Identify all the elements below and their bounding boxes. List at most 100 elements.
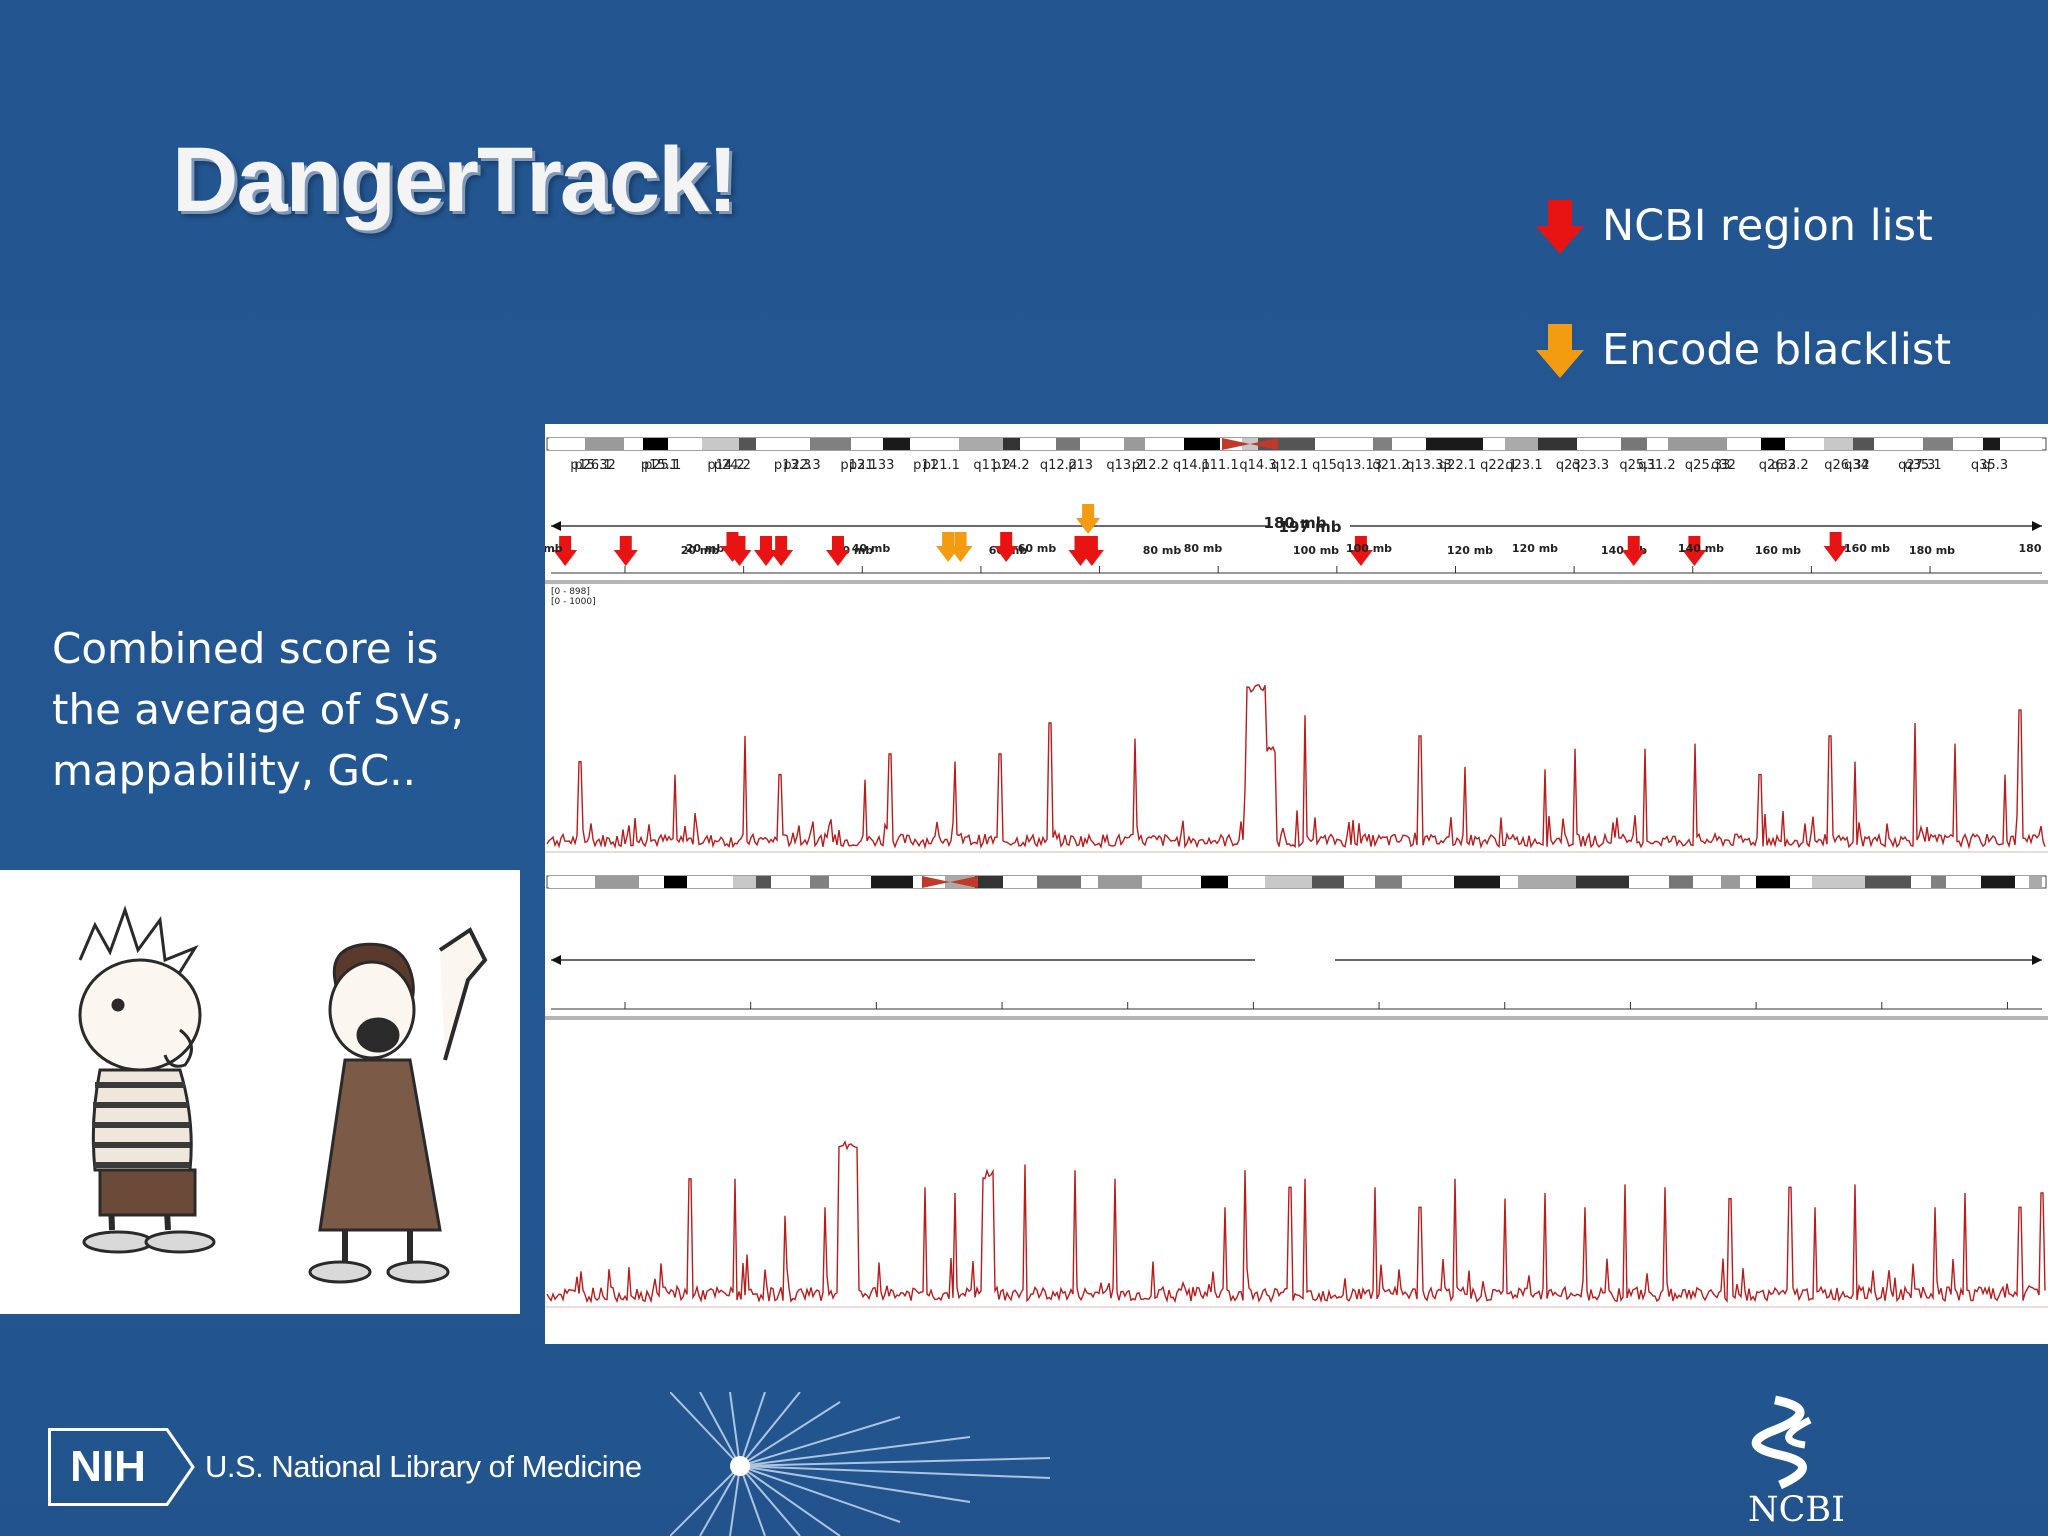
track-range-label: [0 - 898]: [551, 587, 590, 597]
igv-genome-browser: p26.1 p25.1 p24.2 p22.3 p21.33 p21.1 p14.2 p13 p…: [545, 424, 2048, 1344]
chromosome-length: 197 mb: [1279, 518, 1342, 536]
legend-encode-label: Encode blacklist: [1602, 325, 1952, 375]
ruler-tick-label: 160 mb: [1844, 542, 1890, 555]
igv-tracks: p26.1 p25.1 p24.2 p22.3 p21.33 p21.1 p14.2 p13 p…: [545, 437, 2048, 1308]
combined-score-track: [546, 1140, 2046, 1304]
slide-title: DangerTrack!: [172, 129, 738, 231]
band-label: q14.1: [1173, 458, 1210, 473]
centromere-icon: [922, 876, 978, 888]
ruler-tick-label: 20 mb: [686, 542, 725, 555]
band-label: p11.1: [1201, 458, 1238, 473]
band-label: q26.32: [1824, 458, 1869, 473]
ncbi-region-mark: [1621, 536, 1646, 566]
ncbi-region-mark: [1823, 532, 1848, 562]
band-label: p21.33: [849, 458, 894, 473]
ncbi-region-mark: [1682, 536, 1707, 566]
band-label: q13.13: [1337, 458, 1382, 473]
ncbi-region-mark: [753, 536, 778, 566]
band-label: q25.33: [1685, 458, 1730, 473]
centromere-icon: [1222, 438, 1278, 450]
band-label: q: [1982, 458, 1990, 473]
ncbi-region-mark: [1348, 536, 1373, 566]
band-label: q13.2: [1106, 458, 1143, 473]
ncbi-label: NCBI: [1748, 1490, 1845, 1530]
ncbi-helix-icon: [1751, 1395, 1812, 1490]
band-label: q33.2: [1771, 458, 1808, 473]
orange-arrow-icon: [1536, 324, 1584, 378]
band-label: p24.2: [714, 458, 751, 473]
nih-logo-box: NIH: [48, 1428, 195, 1506]
encode-blacklist-mark: [1076, 504, 1101, 534]
ruler-tick-label: 100 mb: [1346, 542, 1392, 555]
band-label: p21.1: [923, 458, 960, 473]
band-label: q31.2: [1638, 458, 1675, 473]
ncbi-region-mark: [1079, 536, 1104, 566]
ruler-tick-label: 180 mb: [1909, 544, 1955, 557]
legend-ncbi-label: NCBI region list: [1602, 201, 1933, 251]
ideogram-2: [546, 875, 2047, 889]
band-label: q26.2: [1759, 458, 1796, 473]
nih-chevron-icon: [165, 1428, 195, 1506]
band-label: p12.2: [1132, 458, 1169, 473]
ruler-tick-label: 100 mb: [1293, 544, 1339, 557]
band-label: p26.1: [574, 458, 611, 473]
band-label: q12.1: [1271, 458, 1308, 473]
band-label: p11: [913, 458, 938, 473]
band-label: q25.1: [1619, 458, 1656, 473]
igv-panel-1: [545, 437, 2048, 853]
cartoon-image: [0, 870, 520, 1314]
band-label: q32: [1711, 458, 1736, 473]
band-label: q13.33: [1406, 458, 1451, 473]
body-text: Combined score is the average of SVs, ma…: [52, 618, 522, 801]
ruler-tick-label: 80 mb: [1184, 542, 1223, 555]
cartoon-illustration: [78, 905, 488, 1284]
ruler-tick-label: 180: [2019, 542, 2042, 555]
body-line-3: mappability, GC..: [52, 746, 416, 795]
ncbi-region-mark: [769, 536, 794, 566]
band-label: q35.3: [1971, 458, 2008, 473]
nlm-name: U.S. National Library of Medicine: [205, 1449, 642, 1484]
band-label: p15.32: [570, 458, 615, 473]
track-range-label: [0 - 1000]: [551, 597, 596, 607]
ncbi-region-mark: [994, 532, 1019, 562]
band-label: q11.2: [973, 458, 1010, 473]
band-label: p14.2: [992, 458, 1029, 473]
band-label: q15: [1312, 458, 1337, 473]
ruler-tick-label: 80 mb: [1143, 544, 1182, 557]
cartoon-girl: [308, 927, 488, 1284]
cartoon-boy: [78, 905, 216, 1254]
band-label: q34: [1844, 458, 1869, 473]
ruler-tick-label: 140 mb: [1678, 542, 1724, 555]
band-label: p13.3: [774, 458, 811, 473]
encode-blacklist-mark: [948, 532, 973, 562]
chromosome-length: 180 mb: [1264, 514, 1327, 532]
body-line-2: the average of SVs,: [52, 685, 465, 734]
ncbi-region-mark: [553, 536, 578, 566]
ruler-tick-label: mb: [545, 542, 563, 555]
ruler-tick-label: 40 mb: [852, 542, 891, 555]
band-label: p15.1: [641, 458, 678, 473]
band-label: q35.1: [1904, 458, 1941, 473]
ncbi-region-mark: [720, 532, 745, 562]
band-label: q23.3: [1572, 458, 1609, 473]
ncbi-region-mark: [825, 536, 850, 566]
band-label: p13: [1068, 458, 1093, 473]
legend-ncbi-region: NCBI region list: [1532, 196, 1933, 256]
band-label: p25.1: [644, 458, 681, 473]
band-label: q12.2: [1040, 458, 1077, 473]
combined-score-track: [546, 684, 2046, 850]
encode-blacklist-mark: [936, 532, 961, 562]
nlm-logo: NIH U.S. National Library of Medicine: [48, 1428, 642, 1506]
ncbi-region-mark: [613, 536, 638, 566]
band-label: q22.1: [1480, 458, 1517, 473]
ideogram-1: [546, 437, 2047, 451]
band-label: q23: [1556, 458, 1581, 473]
ruler-tick-label: 20 mb: [681, 544, 720, 557]
band-label: q14.3: [1239, 458, 1276, 473]
body-line-1: Combined score is: [52, 624, 439, 673]
light-burst-icon: [670, 1392, 1050, 1536]
ruler-tick-label: 60 mb: [1018, 542, 1057, 555]
ruler-tick-label: 160 mb: [1755, 544, 1801, 557]
igv-panel-2: [545, 875, 2048, 1308]
